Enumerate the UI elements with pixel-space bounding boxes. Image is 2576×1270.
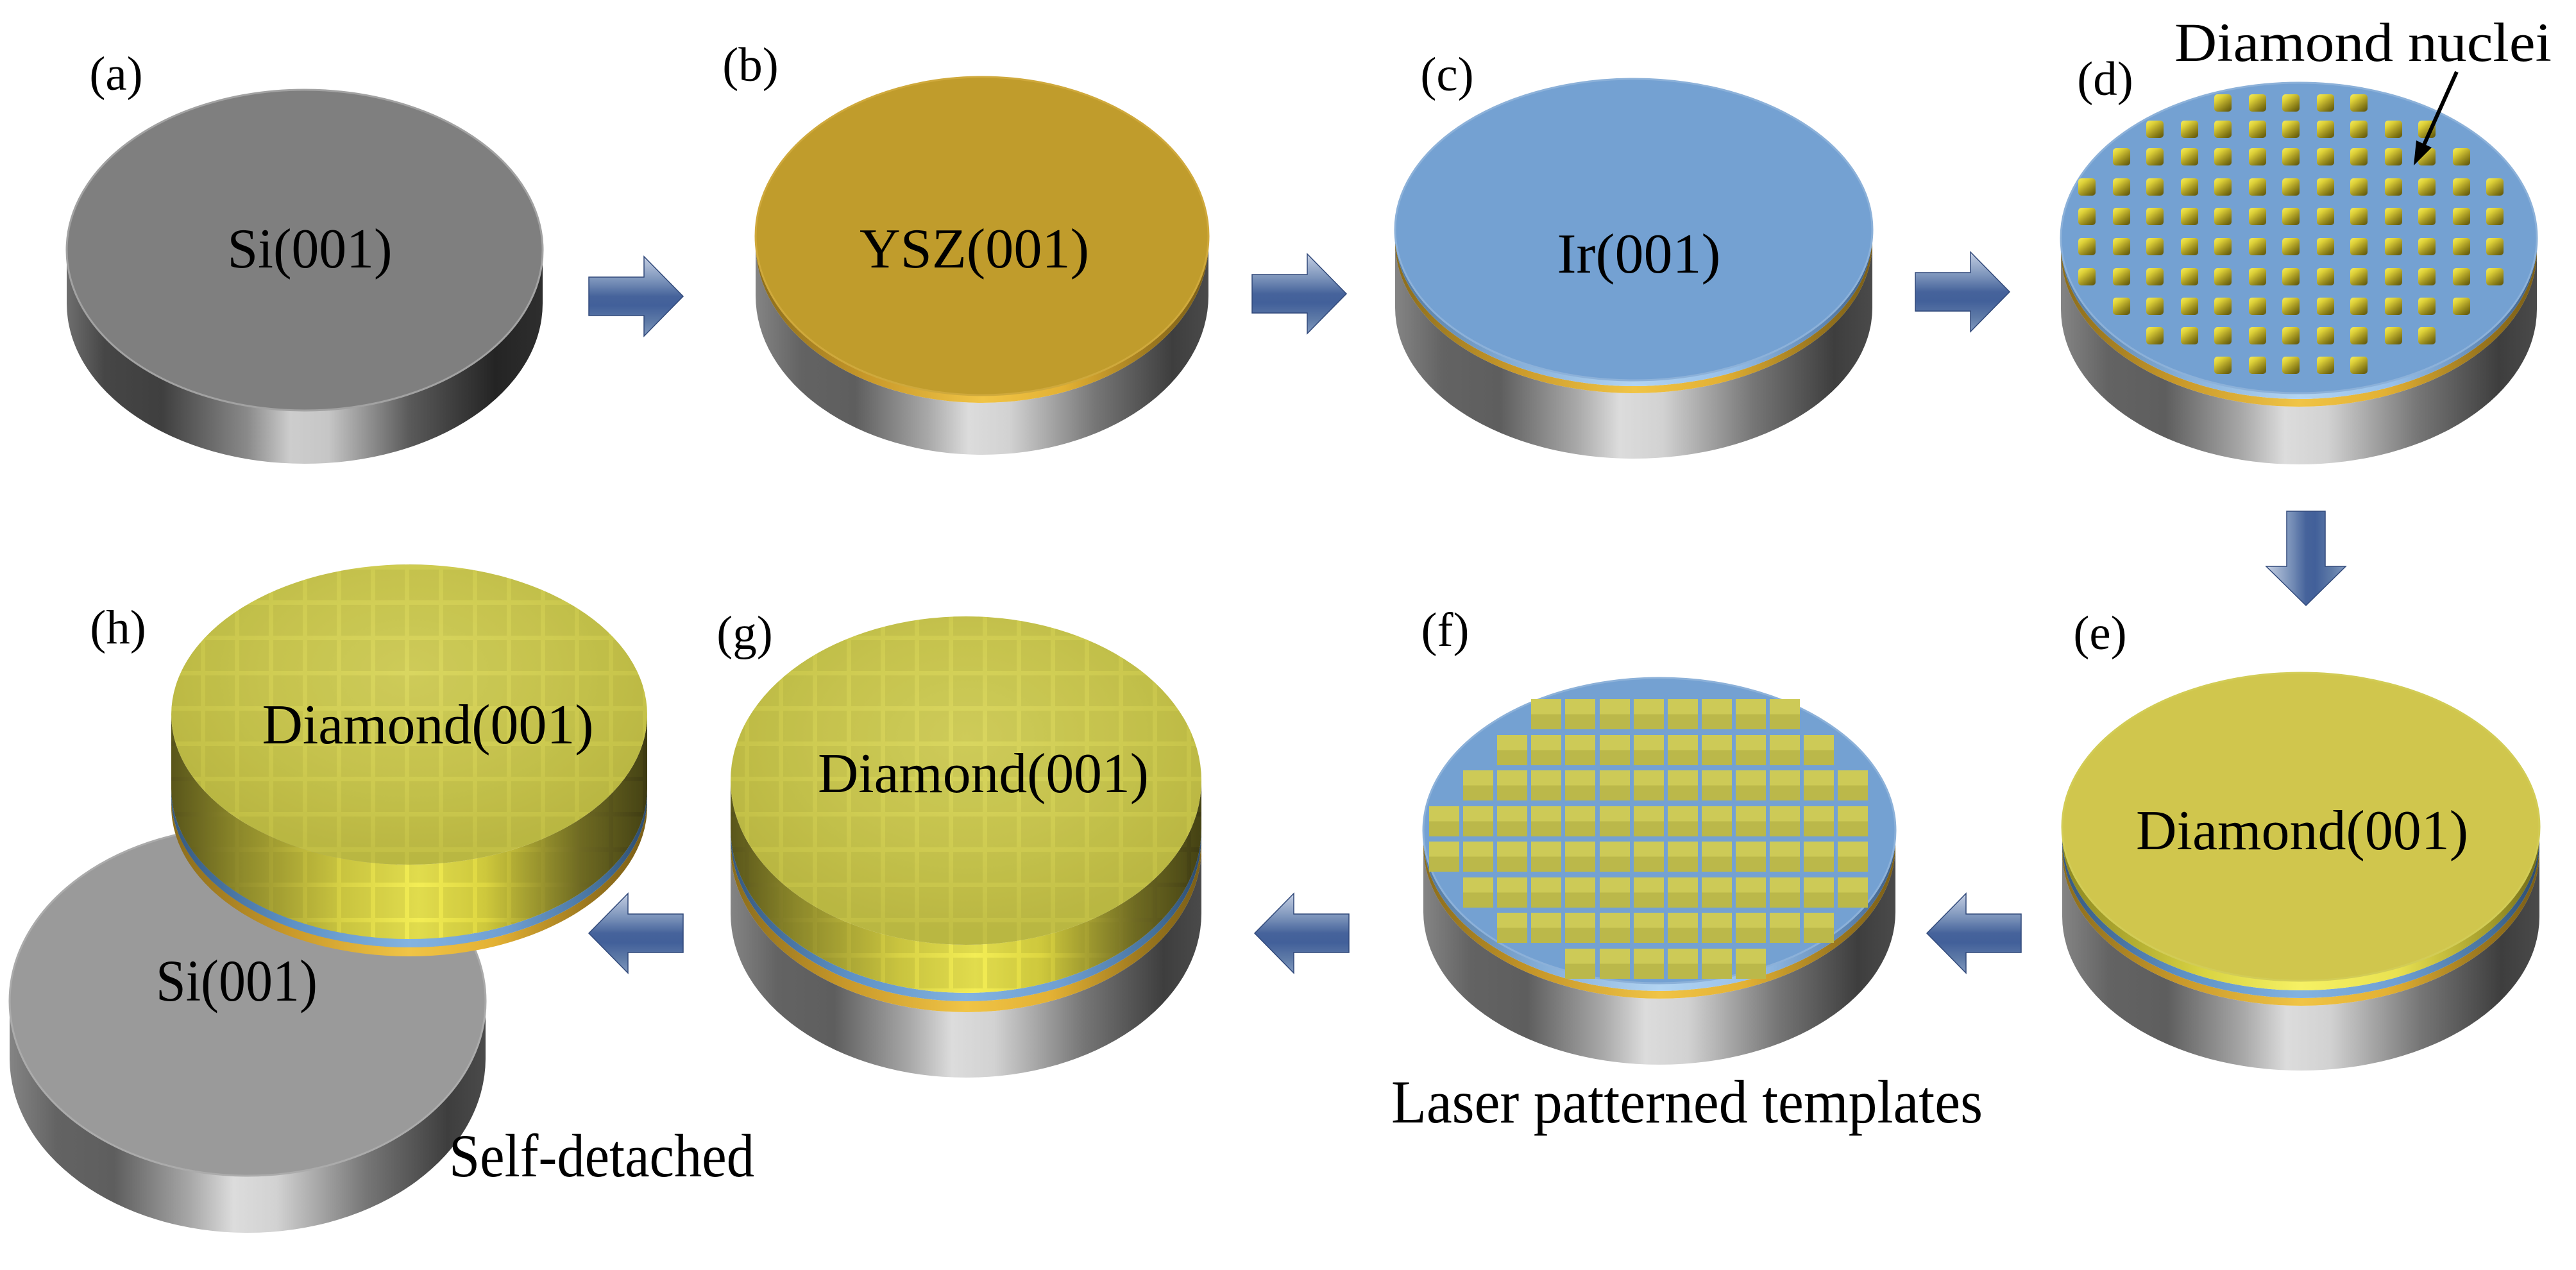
svg-text:(a): (a) [89, 47, 142, 101]
svg-text:Ir(001): Ir(001) [1557, 223, 1721, 285]
svg-text:Si(001): Si(001) [156, 948, 318, 1013]
svg-text:(d): (d) [2077, 53, 2133, 106]
svg-text:Laser patterned templates: Laser patterned templates [1391, 1068, 1983, 1136]
svg-text:Diamond nuclei: Diamond nuclei [2174, 12, 2552, 73]
svg-text:Diamond(001): Diamond(001) [818, 743, 1149, 805]
svg-text:(e): (e) [2073, 607, 2126, 660]
svg-text:(g): (g) [716, 607, 772, 660]
svg-text:(h): (h) [90, 601, 146, 654]
svg-text:(f): (f) [1421, 604, 1470, 657]
svg-text:Self-detached: Self-detached [449, 1122, 754, 1190]
svg-text:(c): (c) [1420, 48, 1473, 101]
svg-text:Diamond(001): Diamond(001) [262, 694, 594, 756]
svg-text:YSZ(001): YSZ(001) [860, 218, 1089, 280]
svg-text:(b): (b) [722, 38, 778, 92]
svg-text:Diamond(001): Diamond(001) [2136, 800, 2468, 862]
svg-text:Si(001): Si(001) [228, 218, 393, 280]
